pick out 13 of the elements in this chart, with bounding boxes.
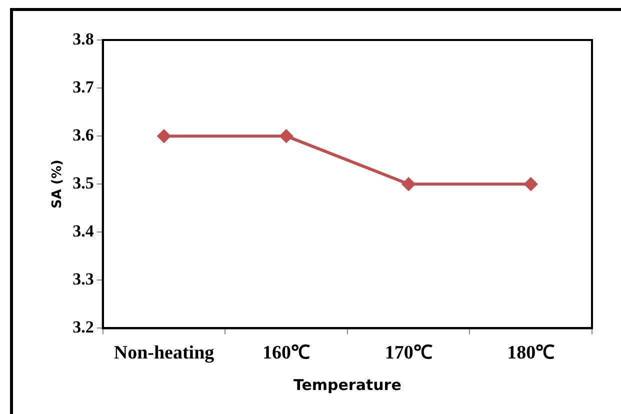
x-tick-label: 170℃	[384, 342, 432, 364]
y-axis-title: SA (%)	[50, 160, 66, 209]
y-tick-label: 3.4	[72, 222, 94, 241]
y-tick-label: 3.5	[72, 173, 94, 192]
y-tick-label: 3.8	[72, 29, 94, 48]
y-tick-label: 3.2	[72, 318, 94, 337]
y-tick-label: 3.3	[72, 270, 94, 289]
x-tick-label: Non-heating	[114, 342, 215, 364]
x-axis-title: Temperature	[293, 376, 402, 394]
x-tick-label: 160℃	[262, 342, 310, 364]
y-tick-label: 3.7	[72, 77, 94, 96]
y-tick-label: 3.6	[72, 125, 94, 144]
x-tick-label: 180℃	[507, 342, 555, 364]
